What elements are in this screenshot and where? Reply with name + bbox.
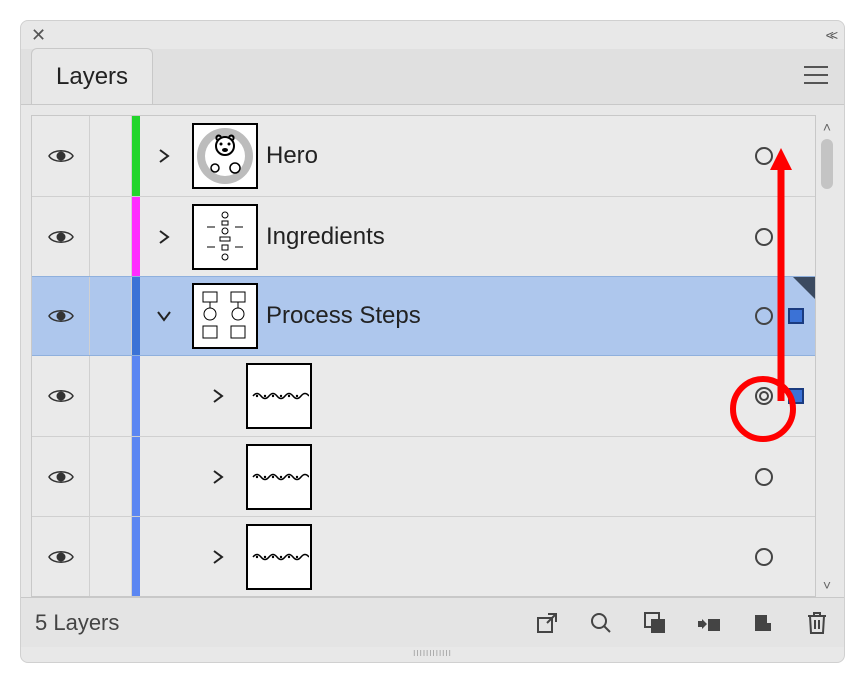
new-layer-icon[interactable]	[750, 610, 776, 636]
panel-menu-icon[interactable]	[804, 64, 828, 90]
layer-name-label[interactable]: Ingredients	[266, 223, 751, 251]
lock-toggle[interactable]	[90, 197, 132, 276]
target-icon[interactable]	[751, 356, 777, 436]
target-icon[interactable]	[751, 116, 777, 196]
layers-list-area: Hero Ingredients Process Steps ˄ ˅	[21, 105, 844, 597]
new-sublayer-icon[interactable]	[642, 610, 668, 636]
layer-row[interactable]	[32, 356, 815, 436]
tab-layers[interactable]: Layers	[31, 48, 153, 104]
layer-thumbnail[interactable]	[246, 363, 312, 429]
expand-toggle[interactable]	[194, 356, 242, 436]
scroll-thumb[interactable]	[821, 139, 833, 189]
selection-indicator[interactable]	[777, 356, 815, 436]
selection-indicator[interactable]	[777, 517, 815, 596]
selection-indicator[interactable]	[777, 437, 815, 516]
scroll-down-icon[interactable]: ˅	[823, 577, 831, 593]
target-icon[interactable]	[751, 437, 777, 516]
layer-options-corner[interactable]	[793, 277, 815, 299]
export-icon[interactable]	[534, 610, 560, 636]
visibility-toggle[interactable]	[32, 116, 90, 196]
target-icon[interactable]	[751, 517, 777, 596]
indent-spacer	[140, 517, 194, 596]
collapse-icon[interactable]: <<	[826, 27, 834, 43]
layer-thumbnail[interactable]	[192, 283, 258, 349]
visibility-toggle[interactable]	[32, 437, 90, 516]
lock-toggle[interactable]	[90, 116, 132, 196]
layer-thumbnail[interactable]	[192, 204, 258, 270]
lock-toggle[interactable]	[90, 517, 132, 596]
target-icon[interactable]	[751, 277, 777, 355]
visibility-toggle[interactable]	[32, 197, 90, 276]
visibility-toggle[interactable]	[32, 517, 90, 596]
layer-row[interactable]: Ingredients	[32, 196, 815, 276]
layer-color-strip	[132, 356, 140, 436]
layer-thumbnail[interactable]	[192, 123, 258, 189]
make-clip-icon[interactable]	[696, 610, 722, 636]
layers-panel: ✕ << Layers Hero Ingredients Process Steps…	[20, 20, 845, 663]
layer-row[interactable]: Hero	[32, 116, 815, 196]
lock-toggle[interactable]	[90, 356, 132, 436]
lock-toggle[interactable]	[90, 437, 132, 516]
locate-icon[interactable]	[588, 610, 614, 636]
layer-name-label[interactable]: Hero	[266, 142, 751, 170]
visibility-toggle[interactable]	[32, 356, 90, 436]
layer-thumbnail[interactable]	[246, 444, 312, 510]
tab-bar: Layers	[21, 49, 844, 105]
layer-thumbnail[interactable]	[246, 524, 312, 590]
target-icon[interactable]	[751, 197, 777, 276]
layer-row[interactable]: Process Steps	[32, 276, 815, 356]
layer-row[interactable]	[32, 516, 815, 596]
expand-toggle[interactable]	[140, 277, 188, 355]
footer-tools	[534, 610, 830, 636]
scrollbar[interactable]: ˄ ˅	[816, 115, 838, 597]
selection-indicator[interactable]	[777, 116, 815, 196]
layer-color-strip	[132, 437, 140, 516]
layer-color-strip	[132, 277, 140, 355]
indent-spacer	[140, 356, 194, 436]
layer-count-label: 5 Layers	[35, 610, 119, 636]
trash-icon[interactable]	[804, 610, 830, 636]
layer-color-strip	[132, 116, 140, 196]
indent-spacer	[140, 437, 194, 516]
expand-toggle[interactable]	[140, 197, 188, 276]
scroll-up-icon[interactable]: ˄	[823, 119, 831, 135]
visibility-toggle[interactable]	[32, 277, 90, 355]
layers-rows: Hero Ingredients Process Steps	[31, 115, 816, 597]
selection-indicator[interactable]	[777, 197, 815, 276]
layer-name-label[interactable]: Process Steps	[266, 302, 751, 330]
layer-color-strip	[132, 517, 140, 596]
panel-topbar: ✕ <<	[21, 21, 844, 49]
close-icon[interactable]: ✕	[31, 25, 46, 46]
resize-grip[interactable]: IIIIIIIIIIII	[21, 647, 844, 662]
layer-color-strip	[132, 197, 140, 276]
expand-toggle[interactable]	[194, 517, 242, 596]
expand-toggle[interactable]	[140, 116, 188, 196]
layer-row[interactable]	[32, 436, 815, 516]
expand-toggle[interactable]	[194, 437, 242, 516]
panel-footer: 5 Layers	[21, 597, 844, 647]
lock-toggle[interactable]	[90, 277, 132, 355]
